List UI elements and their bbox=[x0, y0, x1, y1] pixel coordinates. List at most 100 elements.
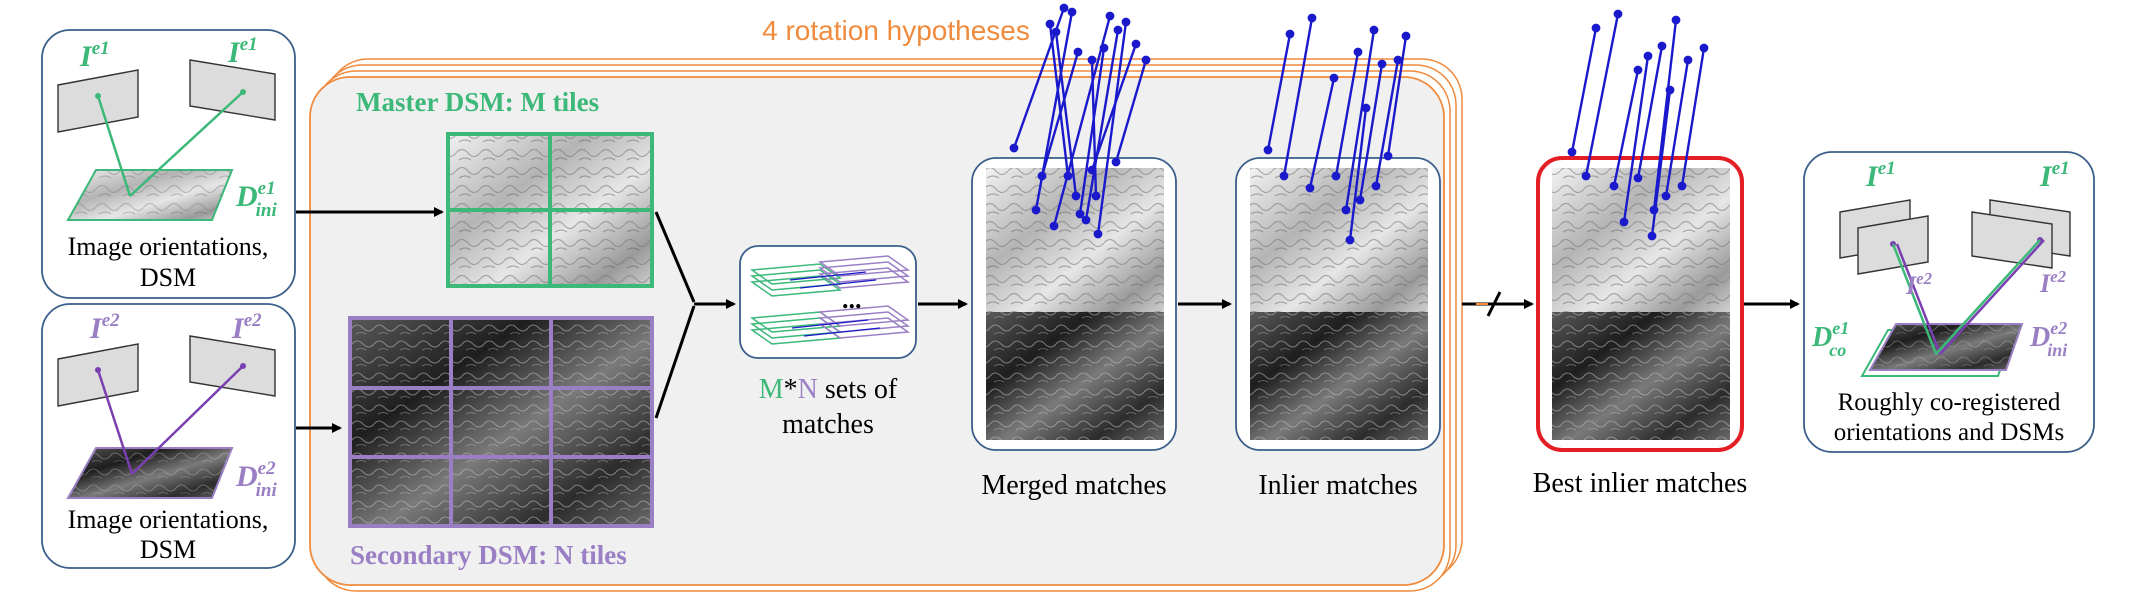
hypotheses-label: 4 rotation hypotheses bbox=[762, 15, 1030, 46]
match-point bbox=[1091, 191, 1101, 201]
match-line bbox=[1358, 63, 1384, 201]
match-line bbox=[1636, 45, 1664, 179]
match-point bbox=[1371, 181, 1381, 191]
match-point bbox=[1383, 151, 1393, 161]
match-sets-label-line1: M*N sets of bbox=[759, 374, 898, 405]
match-line bbox=[1282, 17, 1314, 177]
match-point bbox=[1113, 25, 1123, 35]
match-point bbox=[1049, 221, 1059, 231]
match-point bbox=[1393, 55, 1403, 65]
match-point bbox=[1329, 73, 1339, 83]
inlier-matches-box bbox=[1235, 13, 1441, 451]
match-point bbox=[1063, 171, 1073, 181]
match-point bbox=[1087, 55, 1097, 65]
match-point bbox=[1661, 191, 1671, 201]
match-point bbox=[1307, 13, 1317, 23]
match-line bbox=[1054, 31, 1078, 197]
match-point bbox=[1131, 39, 1141, 49]
match-line bbox=[1348, 107, 1368, 241]
match-point bbox=[1401, 31, 1411, 41]
match-point bbox=[1059, 3, 1069, 13]
match-point bbox=[1609, 181, 1619, 191]
match-point bbox=[1647, 231, 1657, 241]
match-point bbox=[1121, 17, 1131, 27]
inlier-match-lines bbox=[1263, 13, 1411, 245]
match-point bbox=[1345, 235, 1355, 245]
image-left-icon bbox=[57, 343, 139, 407]
svg-text:Ie1: Ie1 bbox=[227, 34, 258, 69]
match-point bbox=[1341, 205, 1351, 215]
match-point bbox=[1677, 181, 1687, 191]
ellipsis: ... bbox=[842, 285, 862, 314]
match-point bbox=[1045, 19, 1055, 29]
svg-text:Ie2: Ie2 bbox=[1905, 269, 1933, 300]
epoch1-caption-line2: DSM bbox=[140, 263, 196, 292]
match-point bbox=[1591, 23, 1601, 33]
match-point bbox=[1067, 7, 1077, 17]
output-caption-line2: orientations and DSMs bbox=[1834, 419, 2065, 446]
output-box: Ie1 Ie1 Ie2 Ie2 De1 co De2 ini Roughly co-… bbox=[1803, 151, 2095, 453]
svg-text:Ie2: Ie2 bbox=[2039, 267, 2067, 298]
match-point bbox=[1633, 173, 1643, 183]
match-point bbox=[1037, 171, 1047, 181]
match-line bbox=[1650, 89, 1672, 237]
match-sets-label-line2: matches bbox=[782, 409, 874, 440]
match-point bbox=[1657, 41, 1667, 51]
match-line bbox=[1652, 19, 1678, 211]
input-epoch2-box: Ie2 Ie2 De2 ini Image orientations, DSM bbox=[41, 303, 296, 569]
svg-text:Ie1: Ie1 bbox=[1865, 158, 1896, 193]
match-line bbox=[1612, 69, 1640, 187]
match-point bbox=[1355, 195, 1365, 205]
match-point bbox=[1369, 25, 1379, 35]
svg-text:Ie1: Ie1 bbox=[79, 38, 110, 73]
match-line bbox=[1096, 21, 1128, 235]
svg-text:Ie1: Ie1 bbox=[2039, 158, 2070, 193]
match-line bbox=[1664, 59, 1690, 197]
match-sets-box: ... bbox=[739, 245, 917, 359]
output-caption-line1: Roughly co-registered bbox=[1838, 389, 2061, 416]
inlier-matches-label: Inlier matches bbox=[1258, 470, 1417, 501]
match-point bbox=[1613, 9, 1623, 19]
epoch2-caption-line2: DSM bbox=[140, 535, 196, 564]
match-line bbox=[1308, 77, 1336, 189]
match-point bbox=[1031, 205, 1041, 215]
match-point bbox=[1619, 217, 1629, 227]
match-point bbox=[1105, 11, 1115, 21]
match-point bbox=[1073, 47, 1083, 57]
match-line bbox=[1584, 13, 1620, 177]
match-point bbox=[1075, 209, 1085, 219]
secondary-dsm-tiles bbox=[348, 316, 654, 528]
match-point bbox=[1643, 51, 1653, 61]
image-right-icon bbox=[189, 335, 276, 397]
match-point bbox=[1699, 43, 1709, 53]
match-point bbox=[1081, 215, 1091, 225]
secondary-dsm-title: Secondary DSM: N tiles bbox=[350, 540, 627, 570]
best-match-lines bbox=[1567, 9, 1709, 241]
match-line bbox=[1084, 29, 1120, 221]
match-point bbox=[1581, 171, 1591, 181]
match-line bbox=[1334, 51, 1360, 177]
match-line bbox=[1052, 15, 1112, 227]
match-point bbox=[1361, 103, 1371, 113]
match-point bbox=[1353, 47, 1363, 57]
match-line bbox=[1266, 33, 1292, 151]
svg-text:Ie2: Ie2 bbox=[231, 310, 262, 345]
match-point bbox=[1377, 59, 1387, 69]
match-line bbox=[1570, 27, 1598, 153]
image-right-icon bbox=[189, 59, 276, 121]
best-inlier-matches-box bbox=[1536, 9, 1744, 452]
match-point bbox=[1279, 171, 1289, 181]
master-dsm-title: Master DSM: M tiles bbox=[356, 87, 599, 117]
match-line bbox=[1344, 29, 1376, 211]
match-point bbox=[1567, 147, 1577, 157]
match-point bbox=[1633, 65, 1643, 75]
match-line bbox=[1622, 55, 1650, 223]
match-point bbox=[1665, 85, 1675, 95]
match-point bbox=[1285, 29, 1295, 39]
